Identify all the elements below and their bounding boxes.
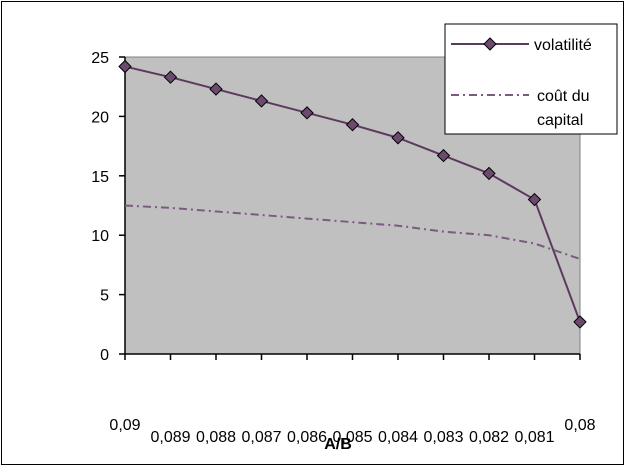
legend-capital-label-2: capital: [537, 112, 583, 129]
data-point-volatility: [345, 118, 360, 132]
x-axis-label: A/B: [324, 436, 352, 453]
data-point-volatility: [527, 192, 542, 207]
data-point-volatility: [482, 166, 496, 181]
data-point-volatility: [118, 59, 132, 74]
data-point-volatility: [391, 131, 405, 145]
legend-box: [444, 23, 618, 135]
x-tick-label: 0,081: [514, 429, 554, 446]
legend: volatilité coût du capital: [444, 23, 618, 135]
legend-volatility-label: volatilité: [534, 37, 592, 54]
y-tick-label: 20: [91, 109, 109, 126]
y-tick-label: 5: [100, 288, 109, 305]
x-tick-label: 0,08: [564, 417, 595, 434]
x-tick-label: 0,09: [109, 417, 140, 434]
series-layer: [118, 59, 587, 329]
series-line-capital-cost: [124, 204, 581, 260]
axis-layer: 0 5 10 15 20 25 0,09 0,089 0,088 0,087 0,086 0,085 0…: [91, 50, 595, 446]
x-tick-label: 0,086: [287, 429, 327, 446]
legend-volatility-marker: [483, 37, 497, 51]
y-tick-label: 25: [91, 50, 109, 67]
x-tick-label: 0,088: [196, 429, 236, 446]
x-tick-label: 0,084: [378, 429, 418, 446]
data-point-volatility: [163, 70, 178, 84]
x-tick-label: 0,082: [469, 429, 509, 446]
y-tick-label: 0: [100, 347, 109, 364]
data-point-volatility: [300, 106, 314, 120]
x-tick-label: 0,087: [241, 429, 281, 446]
y-tick-label: 15: [91, 169, 109, 186]
x-tick-label: 0,085: [332, 429, 372, 446]
data-point-volatility: [436, 148, 451, 163]
data-point-volatility: [254, 94, 269, 108]
x-tick-label: 0,083: [423, 429, 463, 446]
legend-capital-label-1: coût du: [537, 88, 589, 105]
y-tick-label: 10: [91, 228, 109, 245]
x-tick-label: 0,089: [150, 429, 190, 446]
data-point-volatility: [573, 315, 587, 329]
data-point-volatility: [209, 82, 223, 96]
